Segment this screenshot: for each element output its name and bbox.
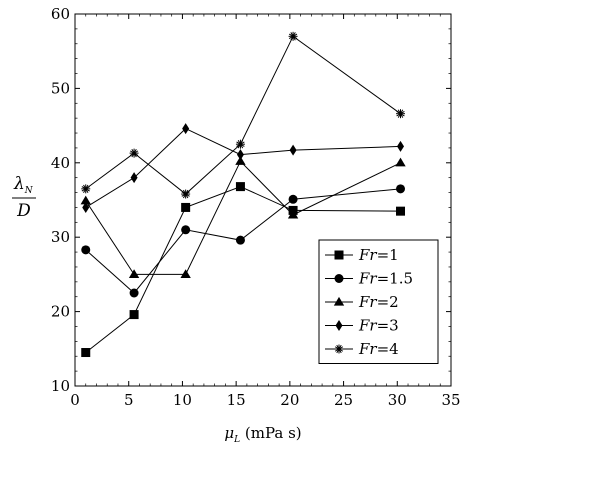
axis-labels: μL (mPa s) λN D bbox=[12, 174, 302, 445]
data-point bbox=[395, 157, 406, 167]
series-layer bbox=[80, 31, 406, 358]
legend-item: Fr=1.5 bbox=[325, 270, 413, 288]
legend-label: Fr=3 bbox=[358, 317, 399, 335]
data-point bbox=[81, 184, 91, 194]
y-label-denominator: D bbox=[16, 201, 31, 221]
data-point bbox=[236, 149, 244, 161]
data-point bbox=[287, 209, 299, 219]
series-line bbox=[85, 127, 401, 208]
data-point bbox=[396, 109, 406, 119]
data-point bbox=[80, 195, 91, 205]
y-tick-label: 60 bbox=[51, 5, 70, 23]
data-point bbox=[129, 310, 139, 320]
data-point bbox=[235, 182, 245, 192]
y-axis-label: λN D bbox=[12, 174, 36, 221]
data-point bbox=[130, 172, 138, 184]
data-point bbox=[129, 288, 139, 298]
y-tick-label: 50 bbox=[51, 79, 70, 97]
x-axis-label: μL (mPa s) bbox=[224, 424, 301, 445]
series-line bbox=[85, 188, 401, 294]
y-tick-label: 20 bbox=[51, 303, 70, 321]
legend-label: Fr=1.5 bbox=[358, 270, 413, 288]
legend-item: Fr=4 bbox=[325, 340, 399, 358]
legend-item: Fr=3 bbox=[325, 317, 399, 335]
legend-marker bbox=[334, 344, 344, 354]
data-point bbox=[180, 269, 191, 279]
data-point bbox=[235, 139, 245, 149]
legend-label: Fr=1 bbox=[358, 246, 399, 264]
data-point bbox=[181, 225, 191, 235]
data-point bbox=[81, 245, 91, 255]
legend-marker bbox=[334, 274, 344, 283]
data-point bbox=[288, 194, 298, 204]
data-point bbox=[81, 348, 91, 358]
legend-marker bbox=[335, 320, 343, 331]
data-point bbox=[82, 201, 90, 213]
x-tick-label: 15 bbox=[227, 391, 246, 409]
legend-label: Fr=4 bbox=[358, 340, 399, 358]
legend: Fr=1 Fr=1.5 Fr=2 Fr=3 Fr=4 bbox=[318, 239, 439, 364]
data-point bbox=[181, 202, 191, 212]
data-point bbox=[235, 235, 245, 245]
data-point bbox=[182, 123, 190, 135]
data-point bbox=[181, 189, 191, 199]
x-tick-label: 0 bbox=[70, 391, 80, 409]
legend-item: Fr=1 bbox=[325, 246, 399, 264]
data-point bbox=[396, 206, 406, 216]
series-2 bbox=[81, 184, 406, 298]
x-tick-label: 5 bbox=[124, 391, 134, 409]
data-point bbox=[396, 184, 406, 194]
data-point bbox=[129, 148, 139, 158]
series-line bbox=[85, 160, 401, 275]
legend-marker bbox=[334, 250, 344, 260]
legend-item: Fr=2 bbox=[325, 293, 399, 311]
series-line bbox=[85, 186, 401, 353]
series-3 bbox=[80, 156, 406, 279]
data-point bbox=[128, 269, 140, 279]
series-5 bbox=[81, 31, 406, 199]
x-tick-label: 10 bbox=[173, 391, 192, 409]
series-4 bbox=[82, 123, 405, 213]
data-point bbox=[397, 140, 405, 152]
plot-area: 0 5 10 15 20 25 30 35 10 20 30 40 50 60 bbox=[51, 5, 461, 409]
legend-label: Fr=2 bbox=[358, 293, 399, 311]
x-tick-label: 25 bbox=[334, 391, 353, 409]
plot-frame bbox=[74, 13, 452, 387]
legend-marker bbox=[333, 296, 345, 306]
y-tick-label: 10 bbox=[51, 377, 70, 395]
x-tick-label: 30 bbox=[388, 391, 407, 409]
x-tick-label: 35 bbox=[441, 391, 460, 409]
y-tick-label: 30 bbox=[51, 228, 70, 246]
data-point bbox=[288, 31, 298, 41]
x-tick-label: 20 bbox=[280, 391, 299, 409]
series-line bbox=[85, 35, 401, 195]
y-tick-label: 40 bbox=[51, 154, 70, 172]
y-label-numerator: λN bbox=[13, 174, 34, 196]
data-point bbox=[235, 156, 246, 165]
data-point bbox=[289, 144, 297, 156]
